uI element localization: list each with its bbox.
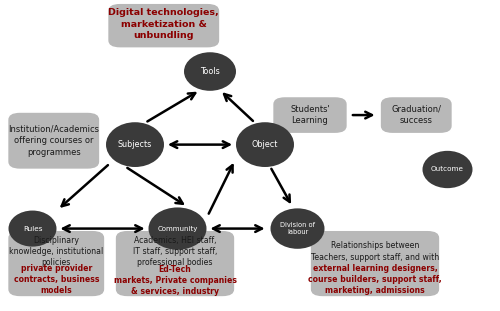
Ellipse shape (184, 52, 236, 91)
Text: Digital technologies,
marketization &
unbundling: Digital technologies, marketization & un… (108, 8, 219, 40)
Ellipse shape (236, 122, 294, 167)
FancyBboxPatch shape (310, 230, 440, 297)
FancyBboxPatch shape (8, 112, 100, 169)
Text: Division of
labour: Division of labour (280, 222, 315, 235)
Text: Ed-Tech
markets, Private companies
& services, industry: Ed-Tech markets, Private companies & ser… (114, 265, 236, 296)
FancyBboxPatch shape (108, 3, 220, 48)
FancyBboxPatch shape (8, 230, 105, 297)
Text: Institution/Academics
offering courses or
programmes: Institution/Academics offering courses o… (8, 125, 99, 157)
Text: private provider
contracts, business
models: private provider contracts, business mod… (14, 264, 99, 295)
Text: Students'
Learning: Students' Learning (290, 105, 330, 125)
Ellipse shape (270, 208, 324, 249)
Text: Relationships between
Teachers, support staff, and with: Relationships between Teachers, support … (311, 241, 439, 262)
Ellipse shape (106, 122, 164, 167)
Ellipse shape (8, 211, 56, 247)
FancyBboxPatch shape (272, 96, 347, 134)
Text: Rules: Rules (23, 225, 42, 232)
FancyBboxPatch shape (380, 96, 452, 134)
Text: external learning designers,
course builders, support staff,
marketing, admissio: external learning designers, course buil… (308, 264, 442, 295)
FancyBboxPatch shape (115, 230, 235, 297)
Text: Tools: Tools (200, 67, 220, 76)
Text: Academics, HEI staff,
IT staff, support staff,
professional bodies: Academics, HEI staff, IT staff, support … (133, 236, 217, 267)
Ellipse shape (148, 207, 206, 250)
Ellipse shape (422, 151, 472, 188)
Text: Object: Object (252, 140, 278, 149)
Text: Community: Community (158, 225, 198, 232)
Text: Outcome: Outcome (431, 166, 464, 173)
Text: Graduation/
success: Graduation/ success (391, 105, 442, 125)
Text: Disciplinary
knowledge, institutional
policies: Disciplinary knowledge, institutional po… (9, 236, 104, 267)
Text: Subjects: Subjects (118, 140, 152, 149)
